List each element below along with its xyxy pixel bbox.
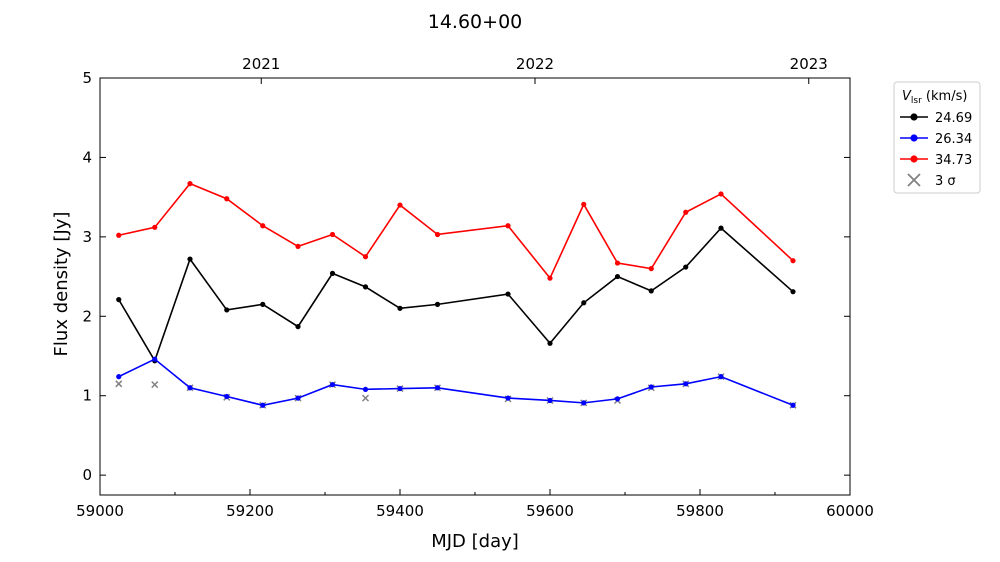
series-point-34-73 bbox=[152, 224, 158, 230]
series-point-26-34 bbox=[260, 402, 266, 408]
series-point-24-69 bbox=[295, 324, 301, 330]
sigma-marker bbox=[151, 381, 159, 389]
x-tick-label: 59000 bbox=[76, 502, 124, 520]
series-point-34-73 bbox=[648, 266, 654, 272]
legend-label: 24.69 bbox=[935, 111, 972, 126]
series-point-24-69 bbox=[718, 225, 724, 231]
series-point-26-34 bbox=[397, 385, 403, 392]
y-tick-label: 5 bbox=[82, 69, 92, 87]
legend: Vlsr (km/s) 24.69 26.34 34.73 3 σ bbox=[893, 81, 981, 194]
series-point-34-73 bbox=[683, 209, 689, 215]
x-tick-label: 59200 bbox=[226, 502, 274, 520]
series-point-24-69 bbox=[187, 256, 193, 262]
series-point-26-34 bbox=[329, 381, 336, 388]
series-point-24-69 bbox=[614, 273, 621, 280]
series-point-24-69 bbox=[116, 297, 122, 303]
series-point-34-73 bbox=[260, 223, 266, 229]
top-tick-label: 2022 bbox=[516, 55, 554, 73]
sigma-marker bbox=[115, 380, 123, 388]
series-line-26-34 bbox=[118, 358, 794, 407]
series-line-24-69 bbox=[118, 226, 794, 363]
legend-sigma-marker bbox=[907, 173, 921, 187]
series-point-34-73 bbox=[547, 275, 553, 281]
series-point-24-69 bbox=[648, 288, 654, 294]
y-tick-label: 4 bbox=[82, 148, 92, 166]
series-point-26-34 bbox=[581, 400, 587, 406]
series-point-26-34 bbox=[295, 395, 301, 401]
series-point-34-73 bbox=[581, 201, 587, 207]
y-tick-label: 3 bbox=[82, 228, 92, 246]
y-axis-label: Flux density [Jy] bbox=[51, 212, 72, 357]
series-point-34-73 bbox=[718, 191, 724, 197]
series-point-24-69 bbox=[790, 289, 796, 295]
x-axis-label: MJD [day] bbox=[431, 531, 519, 552]
legend-items: 24.69 26.34 34.73 3 σ bbox=[900, 111, 972, 189]
series-point-26-34 bbox=[187, 385, 193, 391]
series-point-26-34 bbox=[116, 374, 122, 380]
series-point-26-34 bbox=[648, 384, 654, 390]
top-tick-label: 2023 bbox=[790, 55, 828, 73]
plot-frame bbox=[99, 77, 851, 496]
series-point-34-73 bbox=[187, 181, 193, 187]
series-point-34-73 bbox=[434, 231, 441, 238]
legend-marker bbox=[910, 155, 918, 163]
series-point-34-73 bbox=[614, 260, 621, 266]
y-tick-label: 1 bbox=[82, 387, 92, 405]
series-point-34-73 bbox=[790, 258, 796, 264]
series-point-24-69 bbox=[260, 301, 266, 307]
series-point-24-69 bbox=[581, 300, 587, 306]
series-point-26-34 bbox=[547, 397, 553, 404]
series-point-26-34 bbox=[224, 393, 230, 400]
legend-marker bbox=[910, 134, 918, 142]
series-point-24-69 bbox=[362, 284, 369, 290]
x-tick-label: 59800 bbox=[676, 502, 724, 520]
series-point-24-69 bbox=[434, 301, 441, 307]
series-point-26-34 bbox=[683, 381, 689, 387]
series-point-26-34 bbox=[614, 396, 621, 402]
series-point-34-73 bbox=[329, 231, 336, 238]
legend-title-rest: (km/s) bbox=[922, 89, 968, 104]
series-point-26-34 bbox=[505, 395, 511, 401]
series-point-26-34 bbox=[718, 374, 724, 380]
chart-title: 14.60+00 bbox=[428, 11, 523, 33]
series-point-34-73 bbox=[295, 243, 301, 249]
series-point-26-34 bbox=[790, 402, 796, 408]
series-point-24-69 bbox=[505, 291, 511, 297]
series-point-34-73 bbox=[224, 196, 230, 202]
series-point-24-69 bbox=[683, 264, 689, 270]
y-tick-label: 2 bbox=[82, 307, 92, 325]
sigma-marker bbox=[361, 394, 370, 402]
series-point-34-73 bbox=[116, 232, 122, 238]
series-point-26-34 bbox=[152, 356, 158, 362]
legend-box bbox=[893, 81, 981, 194]
legend-sigma-label: 3 σ bbox=[935, 174, 956, 189]
plot-area: 59000 59200 59400 59600 59800 60000 0 1 2 3 4 5 2021… bbox=[76, 55, 874, 520]
legend-label: 26.34 bbox=[935, 132, 972, 147]
x-tick-label: 59400 bbox=[376, 502, 424, 520]
legend-title: Vlsr (km/s) bbox=[902, 89, 967, 106]
series-point-34-73 bbox=[505, 223, 511, 229]
series-point-26-34 bbox=[434, 385, 441, 391]
legend-title-main: V bbox=[902, 89, 912, 104]
series-point-24-69 bbox=[397, 305, 403, 311]
legend-marker bbox=[910, 113, 918, 121]
series-line-34-73 bbox=[118, 182, 794, 280]
series-point-24-69 bbox=[329, 270, 336, 276]
y-tick-label: 0 bbox=[82, 466, 92, 484]
series-point-24-69 bbox=[547, 340, 553, 346]
top-tick-label: 2021 bbox=[242, 55, 280, 73]
series-point-24-69 bbox=[224, 307, 230, 313]
series-point-26-34 bbox=[362, 386, 369, 392]
x-tick-label: 59600 bbox=[526, 502, 574, 520]
legend-label: 34.73 bbox=[935, 153, 972, 168]
x-tick-label: 60000 bbox=[826, 502, 874, 520]
series-point-34-73 bbox=[362, 254, 369, 260]
legend-title-sub: lsr bbox=[911, 96, 922, 106]
series-point-34-73 bbox=[397, 202, 403, 208]
